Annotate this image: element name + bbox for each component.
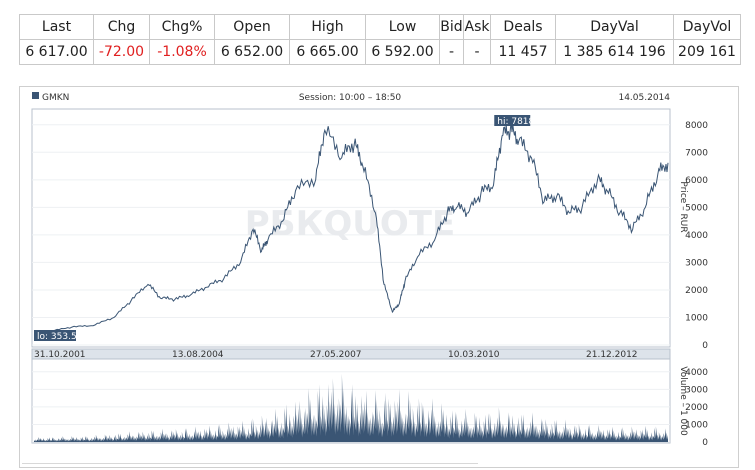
legend-swatch: [32, 92, 39, 99]
lo-label: lo: 353.5: [37, 332, 77, 342]
price-tick-label: 4000: [685, 231, 708, 241]
header-high: High: [289, 14, 366, 40]
date-tick-label: 13.08.2004: [172, 350, 224, 360]
value-bid: -: [439, 39, 464, 65]
price-tick-label: 0: [702, 341, 708, 351]
header-chg-pct: Chg%: [149, 14, 215, 40]
price-tick-label: 3000: [685, 258, 708, 268]
volume-axis-ticks: 0 1000 2000 3000 4000: [685, 368, 708, 448]
volume-axis-label: Volume – 1 000: [678, 366, 688, 436]
session-label: Session: 10:00 – 18:50: [299, 93, 402, 103]
value-dayval: 1 385 614 196: [555, 39, 674, 65]
value-high: 6 665.00: [289, 39, 366, 65]
date-tick-label: 21.12.2012: [586, 350, 638, 360]
date-tick-label: 31.10.2001: [34, 350, 86, 360]
price-tick-label: 7000: [685, 148, 708, 158]
hi-label: hi: 7818: [497, 117, 534, 127]
quote-header-row: Last Chg Chg% Open High Low Bid Ask Deal…: [19, 14, 741, 40]
lo-annotation: lo: 353.5: [34, 330, 77, 342]
price-tick-label: 8000: [685, 121, 708, 131]
price-chart: GMKN Session: 10:00 – 18:50 14.05.2014 Р…: [19, 86, 739, 468]
value-dayvol: 209 161: [673, 39, 741, 65]
header-open: Open: [214, 14, 290, 40]
value-chg: -72.00: [93, 39, 150, 65]
price-tick-label: 5000: [685, 203, 708, 213]
quote-table: Last Chg Chg% Open High Low Bid Ask Deal…: [19, 14, 741, 65]
header-chg: Chg: [93, 14, 150, 40]
volume-series-area: [34, 373, 668, 442]
price-axis-label: Price – RUR: [678, 181, 688, 232]
value-last: 6 617.00: [19, 39, 94, 65]
header-dayvol: DayVol: [673, 14, 741, 40]
volume-tick-label: 4000: [685, 368, 708, 378]
date-axis-labels: 31.10.2001 13.08.2004 27.05.2007 10.03.2010…: [34, 350, 638, 360]
date-tick-label: 27.05.2007: [310, 350, 362, 360]
watermark: РБКQUOTE: [245, 204, 455, 244]
bottom-divider: [22, 463, 478, 464]
price-axis-ticks: 0 1000 2000 3000 4000 5000 6000 7000 8000: [685, 121, 708, 351]
chart-header-bar: [20, 87, 738, 105]
volume-tick-label: 1000: [685, 420, 708, 430]
price-grid: [32, 124, 670, 346]
price-tick-label: 2000: [685, 286, 708, 296]
hi-annotation: hi: 7818: [494, 115, 535, 127]
chart-canvas: GMKN Session: 10:00 – 18:50 14.05.2014 Р…: [20, 87, 738, 448]
volume-tick-label: 2000: [685, 403, 708, 413]
header-low: Low: [365, 14, 440, 40]
volume-tick-label: 3000: [685, 385, 708, 395]
header-deals: Deals: [490, 14, 556, 40]
header-bid: Bid: [439, 14, 464, 40]
price-tick-label: 1000: [685, 313, 708, 323]
value-ask: -: [463, 39, 491, 65]
value-low: 6 592.00: [365, 39, 440, 65]
value-deals: 11 457: [490, 39, 556, 65]
value-open: 6 652.00: [214, 39, 290, 65]
date-tick-label: 10.03.2010: [448, 350, 500, 360]
price-series-line: [33, 121, 669, 336]
chart-date: 14.05.2014: [618, 93, 670, 103]
price-tick-label: 6000: [685, 176, 708, 186]
header-last: Last: [19, 14, 94, 40]
header-dayval: DayVal: [555, 14, 674, 40]
value-chg-pct: -1.08%: [149, 39, 215, 65]
header-ask: Ask: [463, 14, 491, 40]
quote-value-row: 6 617.00 -72.00 -1.08% 6 652.00 6 665.00…: [19, 39, 741, 65]
volume-tick-label: 0: [702, 438, 708, 448]
price-panel: [31, 108, 671, 348]
legend-ticker: GMKN: [42, 93, 69, 103]
